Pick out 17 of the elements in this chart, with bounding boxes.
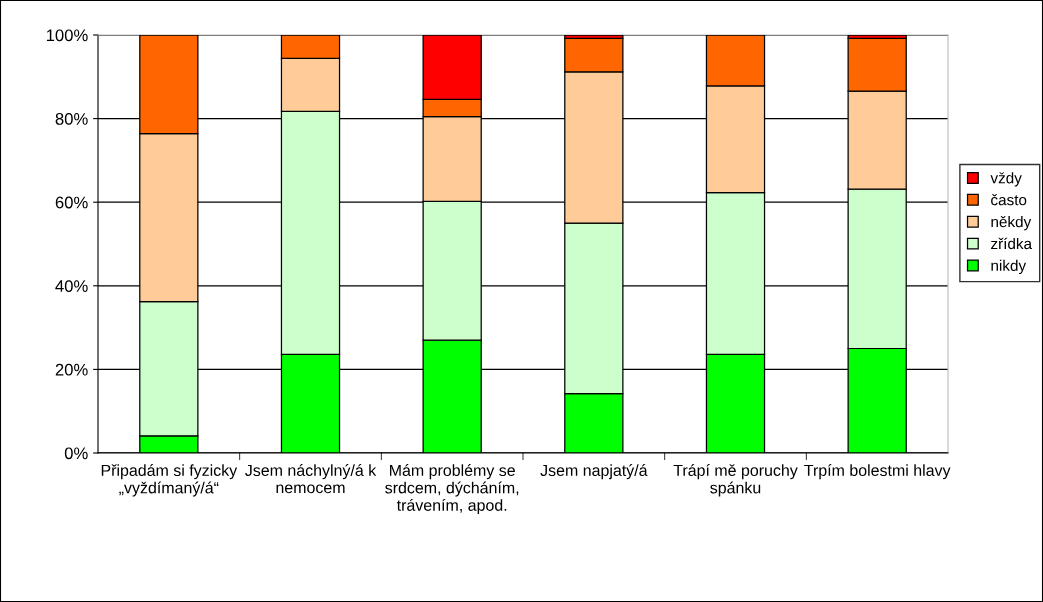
x-tick-label: Jsem napjatý/á (540, 464, 648, 480)
x-tick-label: Trápí mě poruchy spánku (673, 464, 798, 497)
x-tick-label: Trpím bolestmi hlavy (804, 464, 951, 480)
legend-label: nikdy (991, 259, 1027, 275)
y-tick-label: 80% (55, 113, 88, 125)
y-tick-label: 100% (46, 29, 88, 42)
legend-label: zřídka (991, 237, 1033, 250)
y-tick-label: 20% (55, 363, 88, 376)
legend-label: často (991, 194, 1027, 206)
y-tick-label: 60% (55, 196, 88, 209)
y-tick-label: 40% (55, 280, 88, 292)
x-tick-label: Připadám si fyzicky „vyždímaný/á“ (101, 464, 238, 497)
legend-label: někdy (991, 215, 1032, 231)
y-tick-label: 0% (64, 447, 88, 460)
x-tick-label: Mám problémy se srdcem, dýcháním, trávením, apod. (385, 464, 519, 515)
x-tick-label: Jsem náchylný/á k nemocem (245, 464, 377, 494)
legend-label: vždy (990, 172, 1022, 187)
